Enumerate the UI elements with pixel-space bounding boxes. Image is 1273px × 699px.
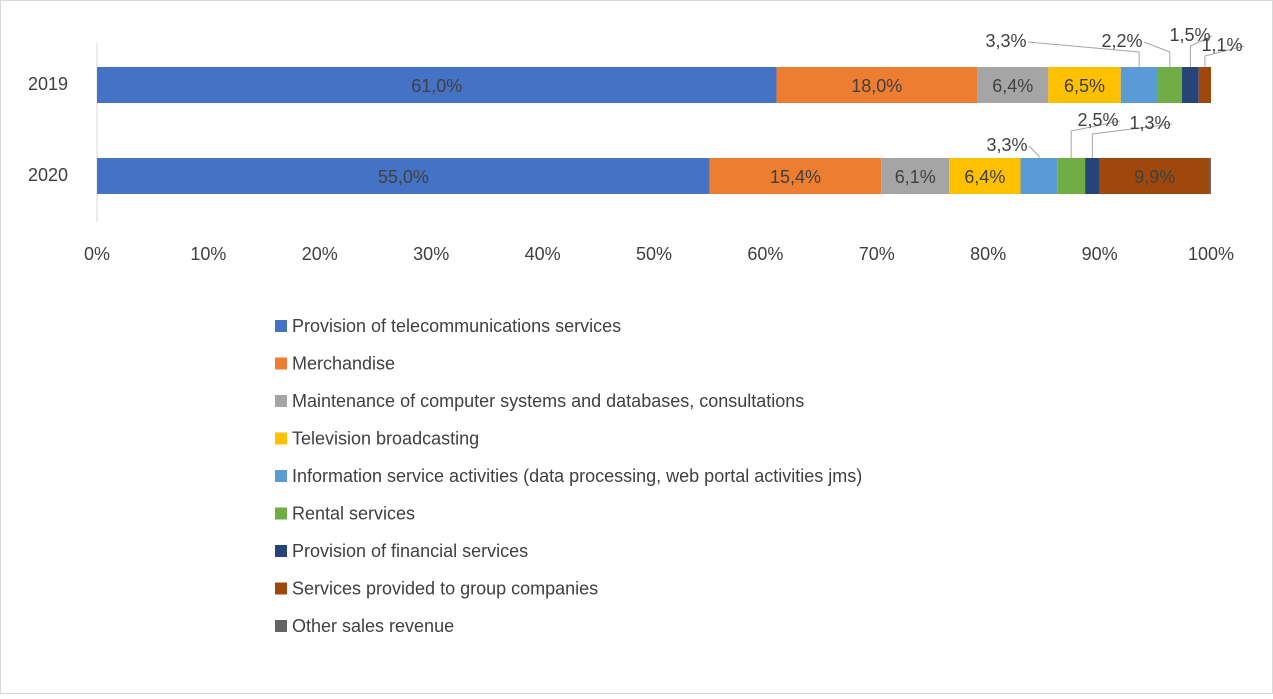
legend-label: Other sales revenue [292,616,454,636]
leader-line [1028,145,1040,158]
data-label: 1,3% [1129,113,1170,133]
bar-segment [97,67,777,103]
data-label: 2,2% [1101,31,1142,51]
bar-segment [1182,67,1199,103]
x-tick-label: 40% [525,244,561,264]
legend-swatch [275,620,287,632]
x-tick-label: 50% [636,244,672,264]
data-label: 2,5% [1077,110,1118,130]
legend-swatch [275,432,287,445]
data-label: 6,5% [1064,76,1105,96]
bar-segment [1099,158,1210,194]
leader-line [1070,120,1121,158]
legend-swatch [275,357,287,370]
legend-label: Provision of financial services [292,541,528,561]
bar-segment [1085,158,1100,194]
bar-segment [776,67,978,103]
data-label: 15,4% [770,167,821,187]
x-tick-label: 90% [1082,244,1118,264]
data-label: 3,3% [985,31,1026,51]
bar-segment [1057,158,1086,194]
x-tick-label: 20% [302,244,338,264]
legend-swatch [275,507,287,520]
bar-segment [881,158,950,194]
x-tick-label: 30% [413,244,449,264]
bar-segment [1198,67,1211,103]
legend-swatch [275,470,287,482]
bar-segment [1120,67,1158,103]
data-label: 6,1% [895,167,936,187]
bar-segment [1157,67,1183,103]
legend-label: Information service activities (data pro… [292,466,862,486]
bar-segment [1209,158,1211,194]
legend-label: Rental services [292,503,415,523]
legend-label: Maintenance of computer systems and data… [292,391,804,411]
legend-label: Merchandise [292,353,395,373]
data-label: 6,4% [992,76,1033,96]
data-label: 3,3% [986,135,1027,155]
bar-segment [1020,158,1058,194]
bar-segment [97,158,710,194]
y-tick-label: 2019 [28,74,68,94]
legend-label: Provision of telecommunications services [292,316,621,336]
x-tick-label: 80% [970,244,1006,264]
leader-line [1189,35,1213,67]
data-label: 18,0% [851,76,902,96]
leader-line [1143,41,1171,67]
y-tick-label: 2020 [28,165,68,185]
bar-segment [1048,67,1121,103]
bar-segment [709,158,882,194]
legend-swatch [275,582,287,595]
legend-label: Television broadcasting [292,428,479,448]
data-label: 61,0% [411,76,462,96]
x-tick-label: 10% [190,244,226,264]
x-tick-label: 100% [1188,244,1234,264]
legend-label: Services provided to group companies [292,578,598,598]
bar-segment [977,67,1049,103]
x-tick-label: 70% [859,244,895,264]
bar-segment [949,158,1021,194]
leader-line [1027,41,1140,67]
data-label: 1,5% [1169,25,1210,45]
leader-line [1091,123,1173,158]
data-label: 55,0% [378,167,429,187]
x-tick-label: 60% [747,244,783,264]
leader-line [1204,45,1245,67]
data-label: 6,4% [964,167,1005,187]
legend-swatch [275,545,287,557]
legend-swatch [275,320,287,332]
data-label: 9,9% [1134,167,1175,187]
data-label: 1,1% [1201,35,1242,55]
legend-swatch [275,395,287,407]
x-tick-label: 0% [84,244,110,264]
